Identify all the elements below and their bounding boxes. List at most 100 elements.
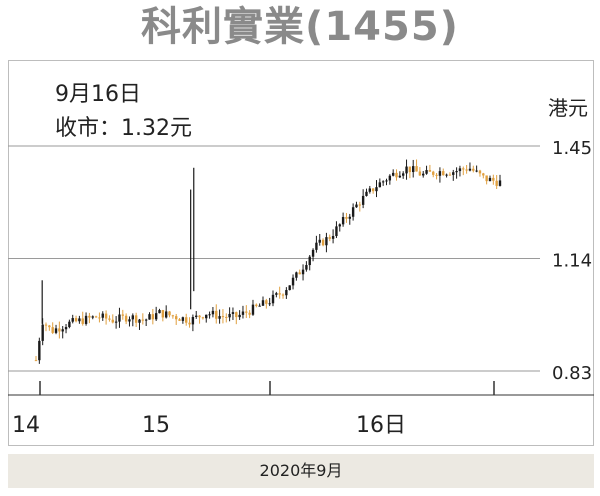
candle-body	[391, 172, 395, 176]
candle-body	[415, 166, 418, 172]
candle-body	[305, 265, 308, 270]
candle-body	[405, 166, 408, 174]
candle-body	[438, 171, 442, 176]
candle-body	[442, 171, 445, 176]
y-tick-label: 1.14	[552, 251, 592, 272]
candle-body	[114, 321, 118, 323]
candle-body	[231, 312, 235, 314]
candle-body	[321, 239, 325, 246]
candle-body	[395, 172, 398, 178]
candle-body	[398, 175, 402, 178]
candle-body	[445, 174, 448, 176]
candle-body	[315, 242, 318, 250]
candle-body	[308, 256, 311, 266]
candle-body	[51, 327, 54, 333]
candle-body	[418, 171, 422, 176]
candle-body	[191, 316, 195, 325]
candle-body	[258, 305, 261, 307]
candle-body	[235, 312, 238, 318]
candle-body	[478, 170, 482, 174]
candle-body	[328, 237, 331, 239]
candle-body	[64, 327, 68, 330]
candle-body	[452, 172, 455, 175]
candle-body	[201, 317, 205, 319]
candle-body	[131, 315, 135, 320]
candle-body	[268, 303, 271, 305]
candle-body	[298, 272, 301, 275]
candle-body	[355, 204, 358, 208]
candle-body	[175, 316, 178, 320]
candle-body	[144, 319, 148, 321]
candle-body	[221, 316, 225, 318]
candle-body	[68, 321, 71, 328]
candle-body	[205, 314, 208, 319]
candle-body	[215, 310, 218, 319]
candle-body	[435, 174, 438, 176]
candle-body	[111, 319, 114, 323]
candle-body	[78, 318, 81, 322]
x-tick-label: 14	[12, 413, 40, 438]
candle-body	[181, 317, 185, 321]
candle-body	[351, 207, 355, 217]
chart-frame	[8, 60, 594, 446]
candle-body	[455, 171, 458, 173]
candle-body	[94, 316, 98, 318]
info-date: 9月16日	[55, 82, 141, 107]
chart-title: 科利實業(1455)	[141, 4, 459, 50]
close-label: 收市：	[55, 116, 122, 141]
candle-body	[245, 311, 248, 313]
candle-body	[422, 173, 425, 176]
candle-body	[54, 328, 58, 333]
x-tick-label: 15	[142, 413, 170, 438]
candle-body	[241, 311, 245, 315]
candle-body	[41, 324, 44, 341]
candle-body	[61, 329, 64, 332]
candle-body	[188, 322, 191, 325]
candle-body	[295, 272, 298, 278]
candle-body	[482, 173, 485, 176]
candle-body	[468, 168, 472, 171]
candle-body	[318, 239, 321, 243]
candle-body	[98, 317, 101, 319]
candle-body	[225, 316, 228, 318]
candle-body	[128, 319, 131, 322]
candle-body	[228, 313, 231, 318]
candle-body	[428, 170, 432, 172]
candle-body	[38, 340, 41, 361]
candle-body	[488, 177, 492, 182]
candle-body	[345, 217, 348, 219]
candle-body	[495, 180, 498, 186]
candle-body	[341, 217, 345, 225]
candle-body	[108, 318, 111, 320]
y-tick-label: 0.83	[552, 363, 592, 384]
candle-body	[101, 313, 104, 318]
candle-body	[412, 166, 415, 173]
close-value: 1.32元	[121, 116, 193, 141]
candle-body	[278, 293, 281, 295]
candle-body	[335, 226, 338, 237]
candle-body	[458, 168, 462, 172]
candle-body	[168, 311, 171, 316]
candle-body	[48, 325, 51, 328]
candle-body	[88, 315, 91, 318]
candle-body	[408, 166, 412, 173]
candle-body	[271, 294, 275, 304]
candle-body	[185, 317, 188, 323]
candle-body	[358, 204, 361, 206]
y-axis-unit: 港元	[548, 96, 588, 120]
candle-body	[255, 304, 258, 306]
candle-body	[134, 315, 138, 323]
candle-body	[371, 188, 375, 192]
candle-body	[381, 181, 385, 183]
candle-body	[154, 313, 158, 320]
candle-body	[148, 314, 151, 320]
candle-body	[251, 304, 255, 315]
info-close: 收市：1.32元	[55, 110, 192, 142]
candle-body	[71, 318, 74, 322]
candle-body	[265, 300, 268, 304]
candle-body	[378, 182, 382, 188]
candle-body	[84, 315, 88, 324]
candle-body	[388, 175, 392, 181]
candle-body	[164, 311, 168, 318]
candle-body	[44, 324, 48, 326]
